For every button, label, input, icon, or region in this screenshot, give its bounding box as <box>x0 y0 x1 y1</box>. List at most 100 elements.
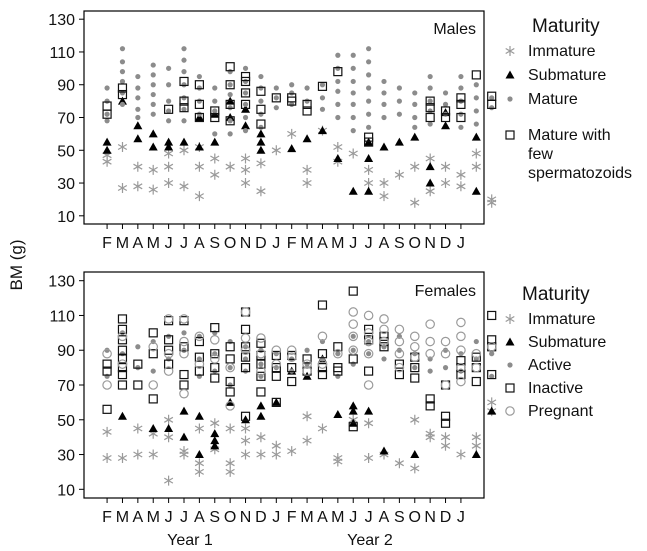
males-point-mature <box>258 111 264 117</box>
males-point-mature <box>350 128 356 134</box>
males-legend-label-mature-with-few-spermatozoids: Mature with <box>528 127 611 144</box>
males-x-tick-label: S <box>394 235 405 252</box>
males-point-submature <box>179 137 189 146</box>
males-point-mature <box>427 108 433 114</box>
males-point-mature-with-few-spermatozoids <box>240 71 251 82</box>
females-legend-label-pregnant: Pregnant <box>528 403 593 420</box>
males-point-mature <box>258 73 264 80</box>
males-x-tick-label: N <box>424 235 436 252</box>
males-y-tick-label: 70 <box>57 111 75 128</box>
males-legend-marker-mature <box>507 96 513 102</box>
males-point-mature-with-few-spermatozoids <box>256 104 266 114</box>
males-legend: Maturity Immature Submature Mature Mature w… <box>505 16 632 182</box>
females-legend-label-active: Active <box>528 357 572 374</box>
males-point-submature <box>471 186 481 195</box>
males-point-immature <box>456 169 466 180</box>
males-point-mature <box>335 101 341 107</box>
females-point-immature <box>425 432 435 443</box>
males-point-mature-with-few-spermatozoids <box>364 137 374 147</box>
females-x-tick-label: A <box>194 509 205 526</box>
females-point-inactive <box>225 376 235 387</box>
males-point-mature <box>242 90 249 96</box>
males-point-mature <box>196 98 202 104</box>
males-x-tick-label: A <box>194 235 205 252</box>
females-data-marks <box>102 286 497 486</box>
females-point-pregnant <box>271 345 282 356</box>
females-point-active <box>304 361 310 367</box>
females-point-active <box>489 373 495 379</box>
males-point-immature <box>333 142 343 152</box>
females-point-inactive <box>117 354 128 364</box>
males-point-mature <box>396 111 402 117</box>
females-point-pregnant <box>440 380 451 390</box>
females-point-active <box>227 338 233 345</box>
females-x-tick-label: S <box>394 509 405 526</box>
males-point-mature <box>135 95 141 101</box>
males-legend-marker-submature <box>505 70 515 79</box>
males-point-mature <box>412 101 418 107</box>
males-point-mature-with-few-spermatozoids <box>117 83 128 93</box>
females-point-immature <box>194 466 205 477</box>
males-point-mature <box>119 101 126 107</box>
males-point-mature <box>212 131 218 137</box>
males-point-immature <box>379 191 389 202</box>
males-y-tick-label: 10 <box>57 209 75 226</box>
males-point-mature-with-few-spermatozoids <box>302 99 312 109</box>
males-point-mature-with-few-spermatozoids <box>102 109 112 119</box>
females-point-inactive <box>287 376 297 387</box>
females-point-pregnant <box>363 380 374 390</box>
females-point-pregnant <box>394 362 405 373</box>
females-point-inactive <box>333 366 343 376</box>
males-point-mature <box>242 78 249 85</box>
females-legend-label-submature: Submature <box>528 334 606 351</box>
males-point-immature <box>117 183 128 193</box>
females-point-pregnant <box>148 380 159 390</box>
males-point-submature <box>164 137 174 146</box>
females-point-pregnant <box>456 345 466 356</box>
males-point-immature <box>456 181 466 192</box>
females-point-immature <box>271 449 281 460</box>
females-point-submature <box>256 411 266 420</box>
females-point-pregnant <box>179 314 189 324</box>
males-point-immature <box>440 161 451 172</box>
males-x-tick-label: S <box>209 235 220 252</box>
females-point-immature <box>394 458 405 469</box>
females-point-inactive <box>379 342 389 352</box>
females-point-pregnant <box>240 307 251 317</box>
females-point-inactive <box>471 352 481 362</box>
females-point-inactive <box>256 371 266 381</box>
females-point-pregnant <box>179 388 189 399</box>
males-point-mature <box>396 98 402 104</box>
females-point-immature <box>240 435 251 446</box>
males-point-immature <box>410 197 420 208</box>
females-point-active <box>304 347 310 353</box>
females-point-immature <box>102 453 112 463</box>
females-point-active <box>442 347 449 353</box>
males-point-mature <box>181 95 187 101</box>
females-point-inactive <box>256 359 266 369</box>
females-point-immature <box>163 414 174 425</box>
females-point-inactive <box>471 376 481 387</box>
males-point-mature <box>150 111 156 117</box>
males-point-submature <box>302 134 312 143</box>
females-point-pregnant <box>394 336 405 347</box>
males-point-mature <box>319 82 326 88</box>
males-point-submature <box>379 142 389 151</box>
males-point-mature <box>181 82 187 88</box>
females-point-pregnant <box>302 359 312 369</box>
males-point-mature <box>242 128 249 134</box>
females-point-inactive <box>117 335 128 345</box>
males-point-mature <box>350 90 356 96</box>
females-point-pregnant <box>286 352 297 362</box>
females-point-inactive <box>133 359 143 369</box>
males-point-mature <box>166 98 172 104</box>
females-point-inactive <box>164 345 174 355</box>
males-point-mature <box>212 108 218 114</box>
females-point-submature <box>210 429 220 438</box>
females-point-immature <box>487 397 497 408</box>
males-point-immature <box>194 191 205 202</box>
females-point-inactive <box>271 371 281 381</box>
females-point-active <box>473 338 479 345</box>
